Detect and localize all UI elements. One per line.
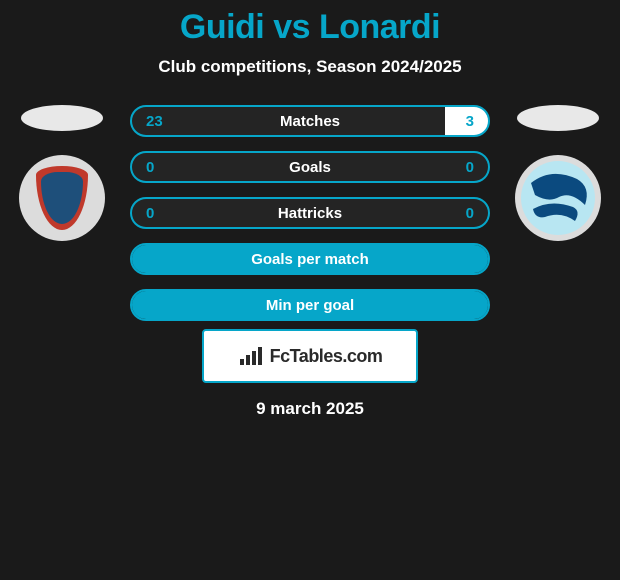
stat-value-left: 23 — [146, 113, 163, 130]
stat-pill: Goals per match — [130, 243, 490, 275]
dolphin-icon — [521, 161, 595, 235]
stat-label: Goals per match — [132, 251, 488, 268]
stat-label: Matches — [132, 113, 488, 130]
footer-logo-card: FcTables.com — [202, 329, 418, 383]
stat-label: Hattricks — [132, 205, 488, 222]
stat-pill: Min per goal — [130, 289, 490, 321]
page-title: Guidi vs Lonardi — [0, 8, 620, 47]
avatar-placeholder-right — [517, 105, 599, 131]
subtitle: Club competitions, Season 2024/2025 — [0, 57, 620, 77]
stats-column: Matches233Goals00Hattricks00Goals per ma… — [130, 105, 490, 321]
stat-value-left: 0 — [146, 205, 154, 222]
comparison-date: 9 march 2025 — [0, 399, 620, 419]
club-badge-left — [19, 155, 105, 241]
stat-value-right: 0 — [466, 159, 474, 176]
club-badge-right — [515, 155, 601, 241]
stat-pill: Matches23 3 — [130, 105, 490, 137]
shield-icon — [36, 166, 88, 230]
stat-pill: Hattricks0 0 — [130, 197, 490, 229]
stat-pill: Goals0 0 — [130, 151, 490, 183]
footer-logo-text: FcTables.com — [270, 346, 383, 367]
stat-label: Min per goal — [132, 297, 488, 314]
stat-value-right: 0 — [466, 205, 474, 222]
stat-value-right: 3 — [466, 113, 474, 130]
avatar-placeholder-left — [21, 105, 103, 131]
player-left-column — [12, 105, 112, 241]
bar-chart-icon — [238, 345, 264, 367]
stat-value-left: 0 — [146, 159, 154, 176]
comparison-panel: Matches233Goals00Hattricks00Goals per ma… — [0, 105, 620, 321]
stat-label: Goals — [132, 159, 488, 176]
player-right-column — [508, 105, 608, 241]
